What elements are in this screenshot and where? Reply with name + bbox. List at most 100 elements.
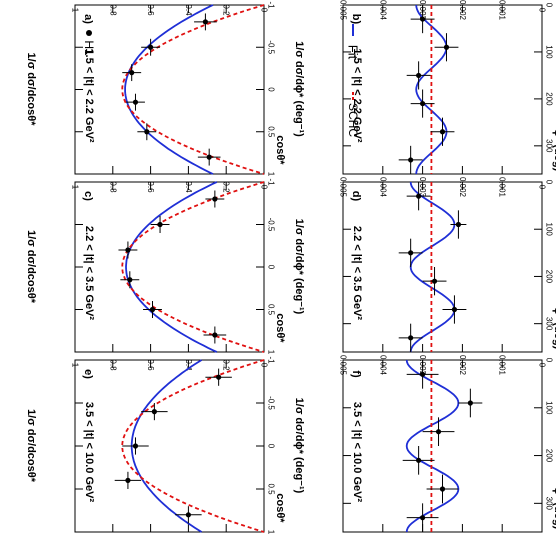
data-point: [141, 38, 161, 56]
y-tick-label: 0.001: [498, 0, 507, 21]
panel-a: 0 0.2 0.4 0.6 0.8 1 -1 -0.5 0 0.5 1 1/σ dσ/dcosθ* co…: [25, 1, 286, 176]
y-tick-label: 0.4: [184, 181, 193, 193]
data-point: [175, 506, 202, 524]
data-point: [398, 323, 423, 352]
x-tick-label: 0.5: [267, 304, 276, 316]
y-tick-label: 0: [260, 363, 269, 368]
data-point: [120, 271, 140, 289]
point-marker: [416, 457, 422, 463]
y-tick-label: 0.005: [339, 177, 348, 198]
x-axis-title: cosθ*: [274, 493, 286, 523]
legend-fit-label: Fit: [346, 45, 361, 60]
y-tick-label: 0.003: [418, 177, 427, 198]
point-marker: [439, 486, 446, 492]
legend-fit-schc: Fit SCHC: [346, 24, 361, 137]
data-point: [143, 301, 162, 318]
range-label: 3.5 < |t| < 10.0 GeV²: [83, 402, 95, 503]
data-point: [398, 238, 423, 267]
data-point: [430, 117, 455, 146]
x-tick-label: -0.5: [267, 396, 276, 410]
y-tick-label: 0: [260, 185, 269, 190]
y-tick-label: 0.2: [222, 359, 231, 371]
data-point: [442, 295, 467, 324]
x-tick-label: 100: [545, 45, 554, 59]
x-tick-label: -1: [267, 1, 276, 9]
point-marker: [420, 371, 426, 377]
point-marker: [151, 409, 157, 415]
point-marker: [132, 99, 139, 105]
x-tick-label: 1: [267, 530, 276, 535]
x-tick-label: -1: [267, 356, 276, 364]
plot-frame: [342, 4, 543, 175]
x-tick-label: 0: [267, 265, 276, 270]
x-axis-title: ϕ* (deg): [552, 487, 556, 530]
panel-label: d): [350, 191, 362, 202]
data-point: [197, 148, 221, 166]
data-point: [450, 210, 467, 239]
point-marker: [420, 16, 426, 22]
point-marker: [416, 72, 422, 79]
data-point: [426, 474, 459, 504]
plot-frame: [74, 359, 265, 533]
data-point: [194, 13, 217, 31]
point-marker: [408, 335, 414, 341]
data-point: [398, 145, 423, 174]
panel-e: 0 0.2 0.4 0.6 0.8 1 -1 -0.5 0 0.5 1 1/σ dσ/dcosθ* co…: [25, 356, 286, 534]
schc-curve: [121, 4, 265, 175]
x-axis-title: ϕ* (deg): [552, 129, 556, 172]
y-tick-label: 0.002: [458, 0, 467, 21]
y-tick-label: 0: [538, 8, 547, 13]
y-tick-label: 0.8: [108, 4, 117, 16]
point-marker: [216, 374, 222, 380]
y-tick-label: 0.6: [146, 4, 155, 16]
y-tick-label: 0.2: [222, 4, 231, 16]
y-tick-label: 0.004: [378, 355, 387, 376]
data-point: [203, 326, 227, 344]
point-marker: [125, 477, 131, 483]
data-point: [122, 64, 142, 82]
panel-d: 0 0.001 0.002 0.003 0.004 0.005 0 100 200 300 1/σ …: [293, 177, 556, 353]
y-tick-label: 0.005: [339, 355, 348, 376]
data-point: [114, 471, 142, 489]
y-tick-label: 0.002: [458, 355, 467, 376]
range-label: 1.5 < |t| < 2.2 GeV²: [83, 48, 95, 143]
fit-curve: [409, 181, 456, 353]
data-point: [141, 403, 168, 421]
x-tick-label: 0: [545, 180, 554, 185]
y-axis-title: 1/σ dσ/dcosθ*: [25, 53, 37, 127]
panel-label: c): [82, 191, 94, 201]
y-axis-title: 1/σ dσ/dϕ* (deg⁻¹): [293, 219, 305, 315]
panel-label: b): [350, 14, 362, 25]
y-axis-title: 1/σ dσ/dϕ* (deg⁻¹): [293, 41, 305, 137]
y-axis-title: 1/σ dσ/dϕ* (deg⁻¹): [293, 398, 305, 494]
x-axis-title: cosθ*: [274, 313, 286, 343]
x-tick-label: 1: [267, 172, 276, 177]
x-axis-title: ϕ* (deg): [552, 307, 556, 350]
y-axis-title: 1/σ dσ/dcosθ*: [25, 230, 37, 304]
x-axis-title: cosθ*: [274, 135, 286, 165]
legend-h1-label: H1: [82, 40, 96, 56]
y-tick-label: 0.002: [458, 177, 467, 198]
point-marker: [202, 19, 209, 25]
x-tick-label: 300: [545, 317, 554, 331]
x-tick-label: 200: [545, 270, 554, 284]
legend-schc-label: SCHC: [346, 103, 360, 137]
point-marker: [467, 400, 473, 406]
plot-frame: [342, 181, 543, 353]
point-marker: [420, 100, 426, 107]
point-marker: [125, 247, 131, 253]
x-tick-label: 1: [267, 350, 276, 355]
fit-curve: [415, 4, 448, 175]
point-marker: [416, 193, 422, 199]
point-marker: [451, 306, 458, 313]
x-tick-label: 0: [545, 3, 554, 8]
schc-curve: [121, 181, 265, 353]
y-tick-label: 0.8: [108, 181, 117, 193]
point-marker: [148, 44, 154, 50]
x-tick-label: 0: [267, 444, 276, 449]
y-tick-label: 0.6: [146, 359, 155, 371]
point-marker: [149, 306, 156, 313]
data-point: [406, 182, 431, 211]
